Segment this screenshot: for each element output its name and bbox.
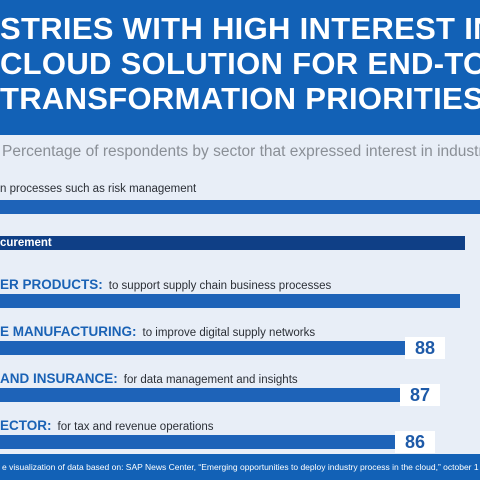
row-label: n processes such as risk management bbox=[0, 183, 196, 195]
sector-purpose: for tax and revenue operations bbox=[57, 421, 214, 433]
bar: curement bbox=[0, 236, 465, 250]
sector-purpose: to improve digital supply networks bbox=[142, 327, 316, 339]
footnote-band: e visualization of data based on: SAP Ne… bbox=[0, 454, 480, 480]
bar bbox=[0, 341, 445, 355]
bar bbox=[0, 200, 480, 214]
sector-purpose: to support supply chain business process… bbox=[108, 280, 332, 292]
value-label: 86 bbox=[395, 431, 435, 453]
sector-purpose: for data management and insights bbox=[123, 374, 298, 386]
row-label: AND INSURANCE: for data management and in… bbox=[0, 371, 298, 386]
source-footnote: e visualization of data based on: SAP Ne… bbox=[2, 462, 479, 472]
header-banner: STRIES WITH HIGH INTEREST IN CLOUD SOLUT… bbox=[0, 0, 480, 135]
value-label: 87 bbox=[400, 384, 440, 406]
row-label: E MANUFACTURING: to improve digital suppl… bbox=[0, 324, 315, 339]
sector-name: E MANUFACTURING: bbox=[0, 324, 137, 339]
title-line-1: STRIES WITH HIGH INTEREST IN bbox=[0, 11, 480, 46]
bar bbox=[0, 294, 460, 308]
sector-purpose: n processes such as risk management bbox=[0, 183, 197, 195]
row-label: ER PRODUCTS: to support supply chain busi… bbox=[0, 277, 331, 292]
sector-name: ECTOR: bbox=[0, 418, 52, 433]
chart-subtitle: Percentage of respondents by sector that… bbox=[2, 143, 480, 160]
bar-label: curement bbox=[0, 237, 52, 249]
sector-name: ER PRODUCTS: bbox=[0, 277, 103, 292]
bar bbox=[0, 388, 440, 402]
bar-chart: n processes such as risk management curem… bbox=[0, 171, 480, 454]
subtitle-band: Percentage of respondents by sector that… bbox=[0, 135, 480, 171]
title-line-3: TRANSFORMATION PRIORITIES bbox=[0, 81, 480, 116]
value-label: 88 bbox=[405, 337, 445, 359]
title-line-2: CLOUD SOLUTION FOR END-TO-EN bbox=[0, 46, 480, 81]
row-label: ECTOR: for tax and revenue operations bbox=[0, 418, 214, 433]
bar bbox=[0, 435, 435, 449]
sector-name: AND INSURANCE: bbox=[0, 371, 118, 386]
